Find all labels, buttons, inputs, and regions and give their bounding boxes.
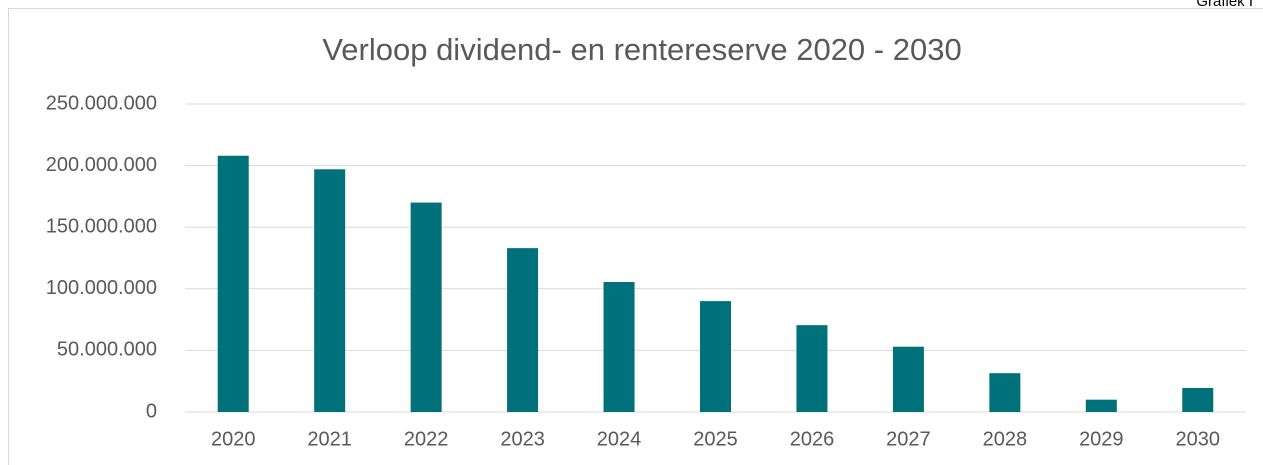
y-tick-label: 200.000.000 <box>46 154 157 176</box>
bar <box>603 282 635 412</box>
chart-frame <box>8 8 1263 465</box>
y-tick-label: 0 <box>146 400 157 422</box>
x-tick-label: 2029 <box>1079 428 1124 450</box>
bar <box>796 325 828 412</box>
x-tick-label: 2027 <box>886 428 931 450</box>
y-tick-label: 250.000.000 <box>46 92 157 114</box>
bar <box>989 373 1021 412</box>
bar <box>1085 399 1117 412</box>
corner-label: Grafiek I <box>1196 0 1253 10</box>
bar <box>700 301 731 412</box>
x-tick-label: 2021 <box>307 428 352 450</box>
x-tick-label: 2028 <box>983 428 1028 450</box>
bar <box>410 202 442 412</box>
bar <box>892 346 924 412</box>
chart-title: Verloop dividend- en rentereserve 2020 -… <box>322 32 961 67</box>
y-tick-label: 150.000.000 <box>46 215 157 237</box>
x-tick-label: 2022 <box>404 428 449 450</box>
y-tick-label: 100.000.000 <box>46 277 157 299</box>
x-tick-label: 2023 <box>500 428 545 450</box>
bar <box>217 155 249 412</box>
x-tick-label: 2025 <box>693 428 738 450</box>
y-tick-label: 50.000.000 <box>57 339 157 361</box>
x-tick-label: 2030 <box>1176 428 1221 450</box>
x-tick-label: 2026 <box>790 428 835 450</box>
x-tick-label: 2020 <box>211 428 256 450</box>
bar <box>507 248 539 412</box>
bar <box>1182 387 1214 412</box>
x-tick-label: 2024 <box>597 428 642 450</box>
bar <box>314 169 346 412</box>
